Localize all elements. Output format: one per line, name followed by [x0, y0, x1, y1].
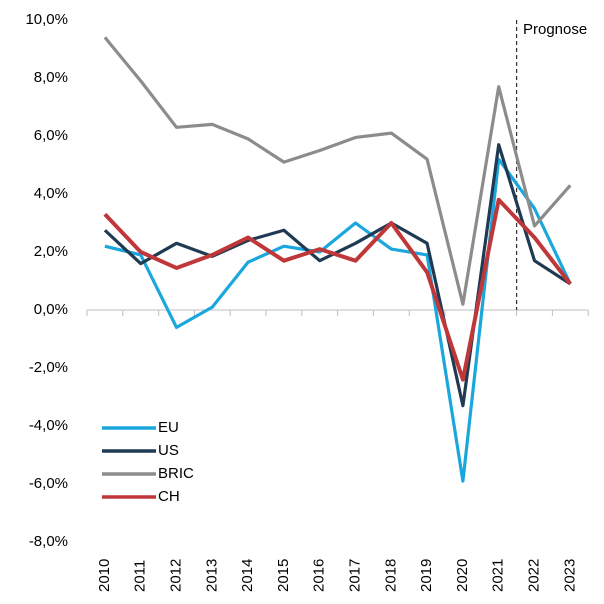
- series-line: [103, 197, 572, 382]
- legend-label: BRIC: [158, 465, 194, 482]
- legend-label: US: [158, 442, 179, 459]
- y-tick-label: -8,0%: [29, 533, 68, 550]
- legend-label: EU: [158, 419, 179, 436]
- y-tick-label: 0,0%: [34, 301, 68, 318]
- x-tick-label: 2012: [167, 559, 184, 592]
- annotation: Prognose: [523, 21, 587, 38]
- series-line: [104, 157, 572, 483]
- x-tick-label: 2014: [239, 559, 256, 592]
- series-line: [103, 143, 572, 408]
- x-tick-label: 2022: [525, 559, 542, 592]
- y-tick-label: 2,0%: [34, 243, 68, 260]
- x-tick-label: 2023: [561, 559, 578, 592]
- x-tick-label: 2020: [454, 559, 471, 592]
- y-tick-label: 4,0%: [34, 185, 68, 202]
- y-tick-label: 8,0%: [34, 69, 68, 86]
- y-tick-label: -2,0%: [29, 359, 68, 376]
- y-tick-label: -4,0%: [29, 417, 68, 434]
- x-tick-label: 2010: [96, 559, 113, 592]
- x-tick-label: 2013: [203, 559, 220, 592]
- x-tick-label: 2015: [275, 559, 292, 592]
- series-line: [103, 36, 572, 306]
- x-tick-label: 2011: [132, 560, 149, 592]
- y-tick-label: -6,0%: [29, 475, 68, 492]
- x-tick-label: 2018: [382, 559, 399, 592]
- x-tick-label: 2017: [346, 559, 363, 592]
- legend-label: CH: [158, 488, 180, 505]
- x-tick-label: 2016: [311, 559, 328, 592]
- y-tick-label: 10,0%: [25, 11, 68, 28]
- x-tick-label: 2019: [418, 559, 435, 592]
- y-tick-label: 6,0%: [34, 127, 68, 144]
- x-tick-label: 2021: [490, 559, 507, 592]
